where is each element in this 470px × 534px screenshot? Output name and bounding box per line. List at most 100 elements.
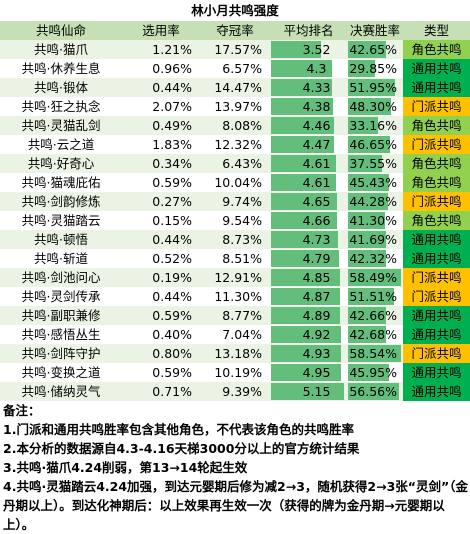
name-cell: 共鸣·剑池问心 — [21, 270, 101, 285]
champion-rate-cell: 8.08% — [222, 118, 262, 133]
type-badge-bg — [403, 116, 470, 135]
final-winrate-cell: 58.54% — [349, 346, 397, 361]
type-cell: 通用共鸣 — [411, 232, 462, 247]
avg-rank-cell: 4.95 — [302, 365, 331, 380]
final-winrate-cell: 48.30% — [349, 99, 397, 114]
pick-rate-cell: 0.49% — [152, 118, 192, 133]
type-badge-bg — [403, 173, 470, 192]
champion-rate-cell: 10.04% — [214, 175, 262, 190]
header-pick-rate: 选用率 — [122, 21, 200, 40]
pick-rate-cell: 0.59% — [152, 365, 192, 380]
avg-rank-bar — [271, 345, 341, 362]
avg-rank-cell: 4.73 — [302, 232, 331, 247]
final-winrate-cell: 42.32% — [349, 251, 397, 266]
final-winrate-bar — [348, 155, 382, 172]
pick-rate-cell: 0.59% — [152, 175, 192, 190]
type-cell: 角色共鸣 — [411, 213, 462, 228]
champion-rate-cell: 13.97% — [214, 99, 262, 114]
final-winrate-cell: 45.43% — [349, 175, 397, 190]
avg-rank-cell: 4.92 — [302, 327, 331, 342]
type-badge-bg — [403, 249, 470, 268]
type-badge-bg — [403, 135, 470, 154]
final-winrate-cell: 56.56% — [349, 384, 397, 399]
avg-rank-cell: 4.66 — [302, 213, 331, 228]
type-cell: 通用共鸣 — [411, 365, 462, 380]
type-badge-bg — [403, 287, 470, 306]
final-winrate-cell: 44.28% — [349, 194, 397, 209]
final-winrate-bar — [348, 41, 386, 58]
avg-rank-cell: 4.47 — [302, 137, 331, 152]
pick-rate-cell: 0.15% — [152, 213, 192, 228]
champion-rate-cell: 8.77% — [222, 308, 262, 323]
type-cell: 门派共鸣 — [411, 99, 462, 114]
avg-rank-bar — [271, 364, 341, 381]
avg-rank-bar — [271, 155, 336, 172]
header-final-winrate: 决赛胜率 — [347, 21, 403, 40]
note-1: 1.门派和通用共鸣胜率包含其他角色，不代表该角色的共鸣胜率 — [3, 422, 354, 437]
avg-rank-bar — [271, 174, 336, 191]
avg-rank-bar — [271, 212, 337, 229]
final-winrate-bar — [348, 79, 395, 96]
type-badge-bg — [403, 268, 470, 287]
type-badge-bg — [403, 154, 470, 173]
final-winrate-bar — [348, 364, 389, 381]
type-cell: 通用共鸣 — [411, 308, 462, 323]
name-cell: 共鸣·猫魂庇佑 — [21, 175, 101, 190]
final-winrate-bar — [348, 288, 394, 305]
avg-rank-cell: 4.38 — [302, 99, 331, 114]
name-cell: 共鸣·副职兼修 — [21, 308, 101, 323]
champion-rate-cell: 13.18% — [214, 346, 262, 361]
header-type: 类型 — [403, 21, 470, 40]
champion-rate-cell: 8.73% — [222, 232, 262, 247]
name-cell: 共鸣·储纳灵气 — [21, 384, 101, 399]
pick-rate-cell: 1.83% — [152, 137, 192, 152]
pick-rate-cell: 0.44% — [152, 232, 192, 247]
pick-rate-cell: 0.71% — [152, 384, 192, 399]
champion-rate-cell: 11.30% — [214, 289, 262, 304]
avg-rank-bar — [271, 41, 321, 58]
table-title: 林小月共鸣强度 — [0, 0, 470, 21]
type-cell: 门派共鸣 — [411, 194, 462, 209]
type-badge-bg — [403, 78, 470, 97]
champion-rate-cell: 9.39% — [222, 384, 262, 399]
avg-rank-bar — [271, 383, 344, 400]
avg-rank-cell: 4.46 — [302, 118, 331, 133]
champion-rate-cell: 7.04% — [222, 327, 262, 342]
final-winrate-bar — [348, 117, 378, 134]
name-cell: 共鸣·灵猫踏云 — [21, 213, 101, 228]
notes-heading: 备注： — [3, 403, 41, 418]
champion-rate-cell: 12.32% — [214, 137, 262, 152]
type-cell: 通用共鸣 — [411, 61, 462, 76]
name-cell: 共鸣·变换之道 — [21, 365, 101, 380]
final-winrate-bar — [348, 383, 399, 400]
type-cell: 门派共鸣 — [411, 270, 462, 285]
name-cell: 共鸣·休养生息 — [21, 61, 101, 76]
final-winrate-bar — [348, 60, 375, 77]
type-badge-bg — [403, 40, 470, 59]
pick-rate-cell: 0.80% — [152, 346, 192, 361]
final-winrate-cell: 58.49% — [349, 270, 397, 285]
type-badge-bg — [403, 382, 470, 401]
final-winrate-bar — [348, 193, 388, 210]
champion-rate-cell: 10.19% — [214, 365, 262, 380]
champion-rate-cell: 17.57% — [214, 42, 262, 57]
final-winrate-bar — [348, 345, 401, 362]
champion-rate-cell: 12.91% — [214, 270, 262, 285]
name-cell: 共鸣·剑韵修炼 — [21, 194, 101, 209]
pick-rate-cell: 0.44% — [152, 289, 192, 304]
type-cell: 通用共鸣 — [411, 80, 462, 95]
final-winrate-cell: 45.95% — [349, 365, 397, 380]
note-3: 3.共鸣·猫爪4.24削弱，第13→14轮起生效 — [3, 460, 248, 475]
final-winrate-cell: 41.69% — [349, 232, 397, 247]
header-champion-rate: 夺冠率 — [200, 21, 270, 40]
final-winrate-cell: 42.65% — [349, 42, 397, 57]
champion-rate-cell: 6.57% — [222, 61, 262, 76]
name-cell: 共鸣·狂之执念 — [21, 99, 101, 114]
note-4: 4.共鸣·灵猫踏云4.24加强，到达元婴期后修为减2→3，随机获得2→3张“灵剑… — [3, 479, 468, 532]
avg-rank-bar — [271, 60, 332, 77]
final-winrate-cell: 51.95% — [349, 80, 397, 95]
name-cell: 共鸣·灵剑传承 — [21, 289, 101, 304]
name-cell: 共鸣·灵猫乱剑 — [21, 118, 101, 133]
avg-rank-cell: 4.33 — [302, 80, 331, 95]
